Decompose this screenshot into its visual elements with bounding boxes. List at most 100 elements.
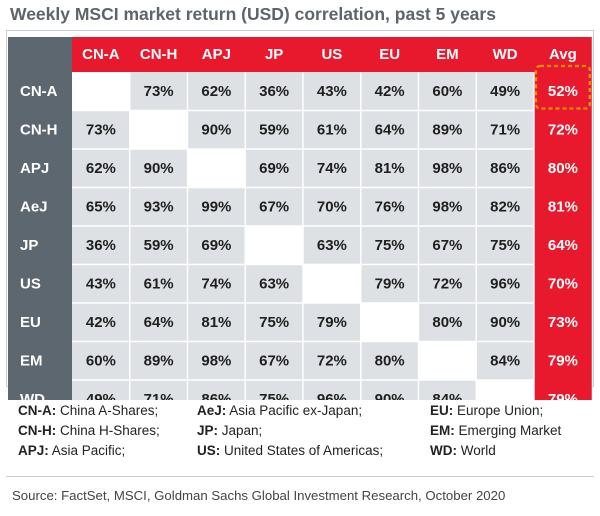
correlation-value: 69%: [259, 160, 289, 177]
matrix-cell: [129, 341, 188, 380]
correlation-value: 49%: [490, 83, 520, 100]
matrix-cell: [303, 341, 361, 380]
matrix-cell: [72, 264, 130, 303]
matrix-cell: [360, 72, 419, 111]
correlation-value: 43%: [317, 83, 347, 100]
legend-abbreviation: AeJ:: [197, 403, 227, 418]
column-header: CN-A: [82, 46, 120, 63]
row-header: US: [20, 275, 41, 292]
matrix-cell: [418, 341, 477, 380]
correlation-value: 90%: [201, 121, 231, 138]
chart-title: Weekly MSCI market return (USD) correlat…: [10, 4, 496, 24]
correlation-value: 49%: [86, 391, 116, 400]
avg-value: 52%: [548, 83, 578, 100]
correlation-value: 65%: [86, 198, 116, 215]
correlation-value: 74%: [201, 275, 231, 292]
row-header: EM: [20, 352, 43, 369]
correlation-value: 90%: [490, 314, 520, 331]
correlation-value: 75%: [259, 314, 289, 331]
avg-value: 70%: [548, 275, 578, 292]
correlation-value: 42%: [375, 83, 405, 100]
column-header: US: [321, 46, 342, 63]
correlation-value: 70%: [317, 198, 347, 215]
legend-description: China H-Shares;: [56, 423, 160, 438]
legend-abbreviation: US:: [197, 443, 221, 458]
legend-abbreviation: EU:: [430, 403, 454, 418]
correlation-value: 42%: [86, 314, 116, 331]
correlation-value: 79%: [317, 314, 347, 331]
matrix-cell: [245, 264, 303, 303]
correlation-value: 84%: [432, 391, 462, 400]
legend-item: CN-H: China H-Shares;: [18, 423, 160, 438]
legend-item: APJ: Asia Pacific;: [18, 443, 125, 458]
matrix-cell: [360, 226, 419, 265]
matrix-cell: [303, 226, 361, 265]
matrix-cell: [187, 264, 246, 303]
matrix-cell: [476, 72, 534, 111]
legend-description: Japan;: [218, 423, 263, 438]
correlation-value: 62%: [201, 83, 231, 100]
correlation-value: 59%: [144, 237, 174, 254]
matrix-cell: [187, 187, 246, 226]
matrix-cell: [72, 341, 130, 380]
correlation-value: 82%: [490, 198, 520, 215]
matrix-cell: [245, 72, 303, 111]
matrix-cell: [303, 187, 361, 226]
matrix-cell: [476, 303, 534, 342]
matrix-cell: [476, 380, 534, 400]
matrix-cell: [360, 380, 419, 400]
legend-abbreviation: EM:: [430, 423, 455, 438]
legend-item: JP: Japan;: [197, 423, 262, 438]
legend-description: Emerging Market: [454, 423, 562, 438]
matrix-cell: [418, 226, 477, 265]
highlight-outline: [534, 64, 591, 110]
correlation-value: 79%: [375, 275, 405, 292]
legend-item: EM: Emerging Market: [430, 423, 561, 438]
matrix-cell: [418, 72, 477, 111]
legend-abbreviation: APJ:: [18, 443, 49, 458]
row-header: APJ: [20, 160, 49, 177]
matrix-cell: [418, 149, 477, 188]
matrix-cell: [129, 110, 188, 149]
avg-value: 73%: [548, 314, 578, 331]
column-header: CN-H: [140, 46, 178, 63]
correlation-value: 73%: [144, 83, 174, 100]
row-header: JP: [20, 237, 38, 254]
matrix-cell: [245, 149, 303, 188]
matrix-cell: [72, 303, 130, 342]
matrix-cell: [360, 264, 419, 303]
row-header: EU: [20, 314, 41, 331]
correlation-value: 80%: [432, 314, 462, 331]
legend-description: World: [457, 443, 496, 458]
avg-value: 81%: [548, 198, 578, 215]
correlation-matrix: CN-A CN-H APJ JP US EU EM WD Avg CN-A 73% 62% 36% 43%…: [8, 37, 592, 400]
correlation-value: 98%: [432, 198, 462, 215]
header-row-bg: [72, 37, 534, 72]
matrix-cell: [360, 187, 419, 226]
column-header: JP: [265, 46, 283, 63]
matrix-cell: [360, 341, 419, 380]
matrix-cell: [129, 303, 188, 342]
correlation-value: 73%: [86, 121, 116, 138]
correlation-value: 89%: [144, 352, 174, 369]
correlation-value: 81%: [201, 314, 231, 331]
correlation-value: 75%: [259, 391, 289, 400]
matrix-cell: [187, 110, 246, 149]
correlation-value: 67%: [432, 237, 462, 254]
row-header: WD: [20, 391, 45, 400]
matrix-cell: [129, 380, 188, 400]
avg-value: 72%: [548, 121, 578, 138]
matrix-cell: [476, 264, 534, 303]
correlation-value: 89%: [432, 121, 462, 138]
avg-value: 79%: [548, 352, 578, 369]
correlation-value: 59%: [259, 121, 289, 138]
correlation-value: 67%: [259, 198, 289, 215]
matrix-cell: [360, 303, 419, 342]
correlation-value: 69%: [201, 237, 231, 254]
matrix-cell: [129, 72, 188, 111]
legend-item: WD: World: [430, 443, 496, 458]
matrix-cell: [476, 341, 534, 380]
matrix-cell: [187, 226, 246, 265]
avg-column-bg: [534, 37, 592, 400]
row-header: CN-A: [20, 83, 58, 100]
